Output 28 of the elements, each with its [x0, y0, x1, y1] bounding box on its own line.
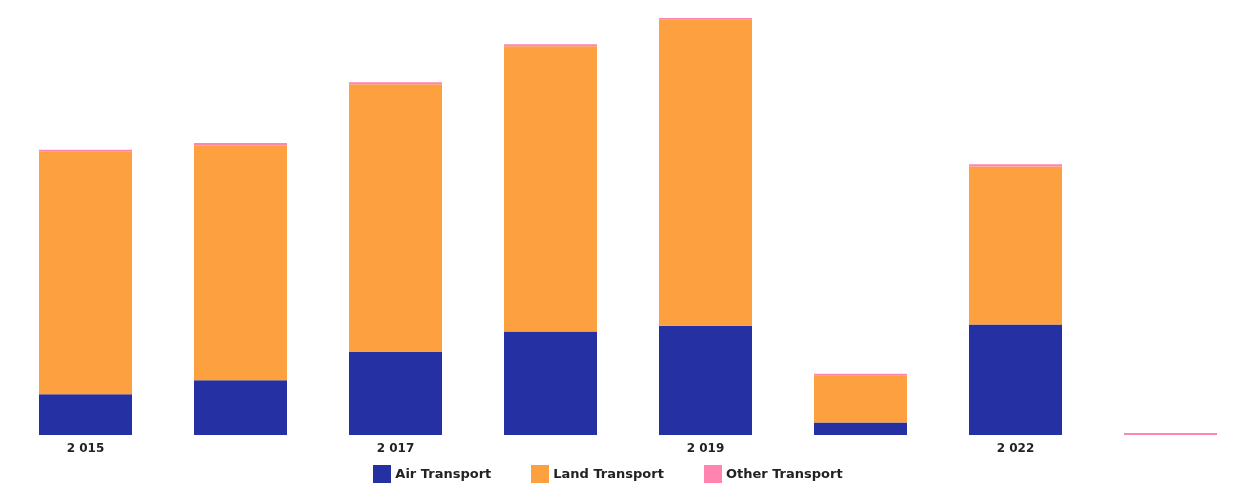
bar: [39, 394, 132, 435]
bar: [659, 325, 752, 435]
bar: [349, 352, 442, 435]
bar: [659, 19, 752, 326]
bar: [969, 324, 1062, 435]
bar: [349, 84, 442, 353]
bar: [194, 380, 287, 435]
bar: [814, 375, 907, 423]
bar: [504, 44, 597, 47]
x-tick-label: 2 019: [686, 440, 725, 455]
bar: [969, 166, 1062, 325]
x-tick-label: 2 017: [376, 440, 415, 455]
bar: [349, 82, 442, 85]
bar: [504, 331, 597, 435]
bar: [969, 164, 1062, 167]
x-tick-label: 2 015: [66, 440, 105, 455]
legend-label: Land Transport: [553, 465, 664, 481]
legend-label: Air Transport: [395, 465, 492, 481]
bar: [504, 46, 597, 332]
bar: [1124, 432, 1217, 435]
x-tick-label: 2 022: [996, 440, 1035, 455]
bar: [814, 422, 907, 435]
bar: [814, 373, 907, 376]
bar: [194, 145, 287, 381]
bar: [194, 143, 287, 146]
bar: [39, 149, 132, 152]
legend-label: Other Transport: [725, 465, 843, 481]
bar: [39, 151, 132, 395]
